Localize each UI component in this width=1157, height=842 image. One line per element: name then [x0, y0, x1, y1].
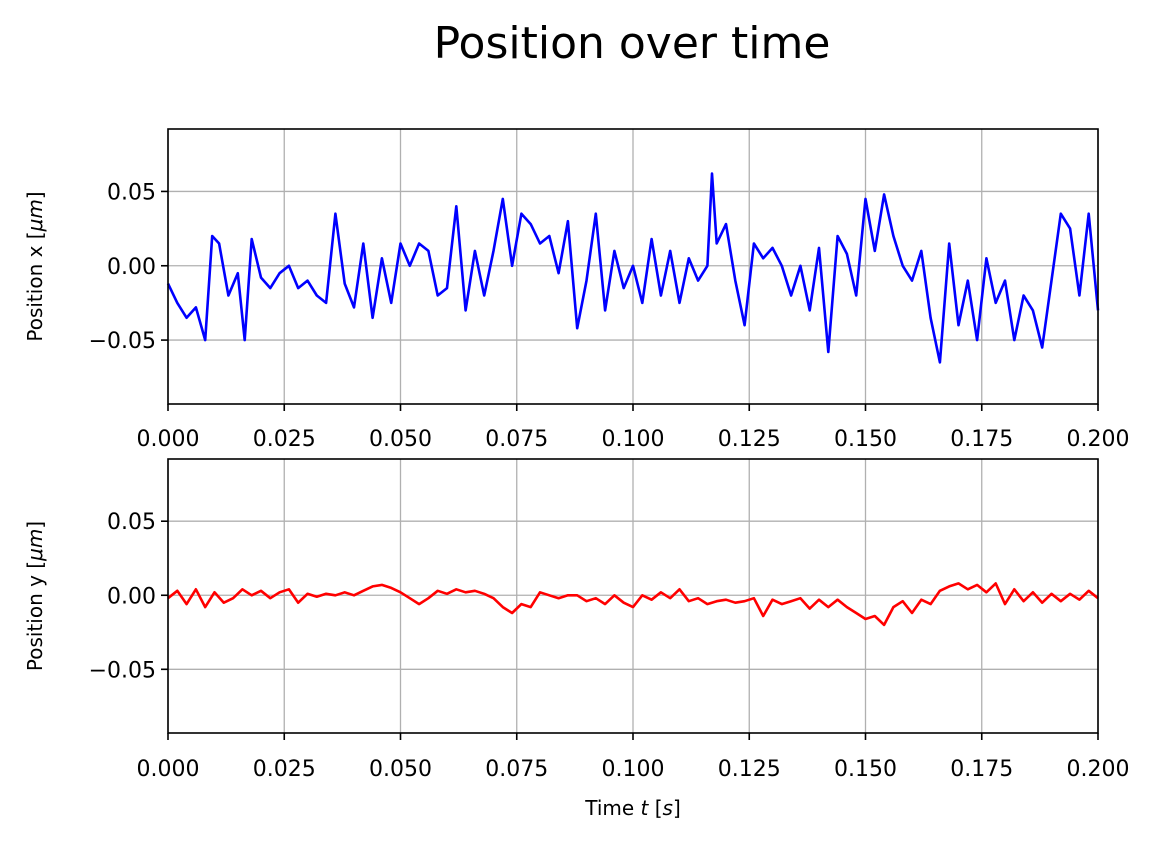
- x-tick-label: 0.100: [602, 427, 665, 452]
- y-tick-label: 0.05: [107, 180, 156, 205]
- y-tick-label: 0.05: [107, 510, 156, 535]
- y-axis-label: Position y [μm]: [23, 521, 47, 671]
- x-tick-label: 0.200: [1067, 427, 1130, 452]
- x-tick-label: 0.100: [602, 757, 665, 782]
- x-tick-label: 0.150: [834, 427, 897, 452]
- x-tick-label: 0.025: [253, 757, 316, 782]
- x-tick-label: 0.050: [369, 427, 432, 452]
- x-axis-label: Time t [s]: [584, 796, 681, 820]
- x-tick-label: 0.175: [950, 757, 1013, 782]
- position-y-panel: 0.000 0.025 0.050 0.075 0.100 0.125 0.150 0.175…: [23, 458, 1130, 820]
- x-tick-label: 0.000: [137, 427, 200, 452]
- x-tick-label: 0.125: [718, 427, 781, 452]
- x-tick-label: 0.200: [1067, 757, 1130, 782]
- x-tick-label: 0.050: [369, 757, 432, 782]
- y-tick-label: 0.00: [107, 584, 156, 609]
- y-tick-label: −0.05: [89, 329, 156, 354]
- x-tick-label: 0.125: [718, 757, 781, 782]
- x-tick-label: 0.175: [950, 427, 1013, 452]
- figure-title: Position over time: [434, 18, 831, 69]
- x-tick-label: 0.150: [834, 757, 897, 782]
- x-tick-label: 0.075: [485, 427, 548, 452]
- series-line: [167, 582, 1099, 627]
- y-axis-label: Position x [μm]: [23, 191, 47, 341]
- y-tick-label: −0.05: [89, 658, 156, 683]
- y-tick-label: 0.00: [107, 255, 156, 280]
- series-line: [166, 172, 1100, 364]
- x-tick-label: 0.075: [485, 757, 548, 782]
- position-x-panel: 0.000 0.025 0.050 0.075 0.100 0.125 0.150 0.175…: [23, 128, 1130, 452]
- x-tick-label: 0.025: [253, 427, 316, 452]
- x-tick-label: 0.000: [137, 757, 200, 782]
